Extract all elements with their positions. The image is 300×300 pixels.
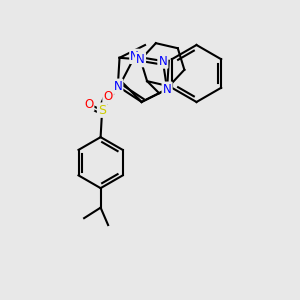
Text: N: N [136,53,145,66]
Text: O: O [103,90,113,103]
Text: O: O [84,98,93,111]
Text: N: N [113,80,122,93]
Text: N: N [163,83,172,96]
Text: S: S [98,103,106,117]
Text: N: N [130,50,139,63]
Text: N: N [158,55,167,68]
